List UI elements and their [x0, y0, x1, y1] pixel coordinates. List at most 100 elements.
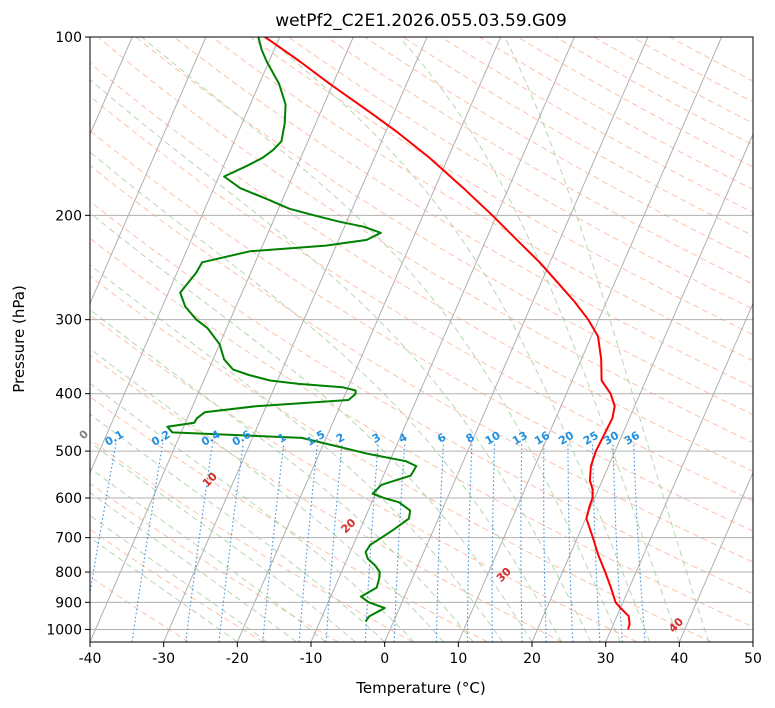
moist-adiabat-line	[90, 491, 297, 642]
x-tick-label: -10	[300, 651, 323, 667]
moist-adiabat-line	[90, 413, 386, 642]
isotherm-line	[90, 37, 354, 642]
dry-adiabat-line	[669, 37, 753, 82]
dry-adiabat-line	[249, 37, 753, 336]
dry-adiabat-line	[516, 37, 753, 168]
mixing-ratio-label: 25	[581, 429, 601, 448]
mixing-ratio-line	[393, 443, 406, 642]
moist-adiabat-line	[90, 467, 327, 642]
dry-adiabat-line	[97, 37, 753, 444]
moist-adiabat-line	[90, 309, 474, 642]
temperature-line	[264, 37, 631, 630]
moist-adiabat-line	[141, 37, 621, 642]
mixing-ratio-line	[466, 443, 473, 642]
isotherm-line	[457, 37, 723, 642]
mixing-ratio-label: 10	[483, 429, 503, 448]
isotherm-line	[678, 471, 753, 642]
moist-adiabat-line	[90, 514, 268, 642]
isotherm-line	[605, 302, 753, 642]
dry-adiabat-line	[90, 164, 753, 563]
y-tick-label: 400	[55, 387, 82, 403]
mixing-ratio-label: 8	[464, 431, 477, 446]
dry-adiabat-line	[90, 482, 339, 642]
mixing-ratio-line	[491, 443, 496, 642]
isotherm-line	[90, 37, 281, 474]
dry-adiabat-line	[90, 237, 753, 628]
mixing-ratio-line	[567, 443, 574, 642]
y-tick-label: 1000	[46, 622, 82, 638]
x-tick-label: -20	[226, 651, 249, 667]
y-tick-label: 700	[55, 531, 82, 547]
dewpoint-line	[166, 37, 418, 623]
mixing-ratio-label: 30	[601, 429, 621, 448]
dry-adiabat-line	[287, 37, 753, 310]
dry-adiabat-line	[478, 37, 753, 191]
dry-adiabat-label: 30	[494, 565, 514, 585]
moist-adiabat-line	[90, 382, 415, 642]
chart-title: wetPf2_C2E1.2026.055.03.59.G09	[275, 11, 567, 31]
dry-adiabat-line	[363, 37, 753, 261]
dry-adiabat-line	[325, 37, 753, 285]
y-tick-label: 600	[55, 491, 82, 507]
x-tick-label: 0	[380, 651, 389, 667]
dry-adiabat-label: 10	[200, 470, 220, 490]
y-tick-label: 800	[55, 565, 82, 581]
dry-adiabat-line	[90, 129, 753, 532]
y-axis-label: Pressure (hPa)	[10, 285, 28, 393]
background-lines	[0, 37, 753, 642]
moist-adiabat-line	[90, 264, 503, 642]
moist-adiabat-line	[504, 37, 710, 642]
isotherm-line	[163, 37, 428, 642]
dry-adiabat-line	[592, 37, 753, 124]
mixing-ratio-line	[325, 443, 343, 642]
mixing-ratio-label: 0.6	[230, 428, 254, 449]
dry-adiabat-line	[90, 200, 753, 595]
x-tick-label: 40	[670, 651, 688, 667]
axes: -40 -30 -20 -10 0 10 20 30 40 5010020030040050060…	[46, 30, 762, 667]
isotherm-line	[531, 132, 753, 642]
mixing-ratio-line	[262, 443, 285, 642]
profile-lines	[166, 37, 631, 630]
mixing-ratio-line	[90, 443, 117, 596]
moist-adiabat-line	[90, 151, 562, 642]
mixing-ratio-label: 0.1	[103, 428, 126, 449]
x-tick-label: -30	[152, 651, 175, 667]
x-tick-label: 50	[744, 651, 762, 667]
isotherm-line	[0, 37, 59, 642]
x-tick-label: 30	[597, 651, 615, 667]
moist-adiabat-line	[90, 212, 533, 642]
dry-adiabat-line	[135, 37, 753, 416]
dry-adiabat-line	[90, 62, 753, 472]
y-tick-label: 100	[55, 30, 82, 46]
mixing-ratio-label: 0.2	[149, 428, 172, 449]
mixing-ratio-line	[218, 443, 244, 642]
mixing-ratio-line	[131, 443, 164, 642]
x-tick-label: 10	[449, 651, 467, 667]
isotherm-line	[752, 640, 753, 642]
isotherm-line	[236, 37, 502, 642]
isotherm-line	[384, 37, 649, 642]
x-axis-label: Temperature (°C)	[355, 679, 485, 697]
moist-adiabat-line	[90, 441, 356, 642]
mixing-ratio-line	[543, 443, 547, 642]
y-tick-label: 900	[55, 595, 82, 611]
mixing-ratio-label: 13	[510, 429, 530, 448]
x-tick-label: 20	[523, 651, 541, 667]
mixing-ratio-label: 1.5	[304, 428, 327, 449]
isotherm-line	[90, 37, 207, 305]
dry-adiabat-line	[90, 528, 264, 642]
mixing-ratio-line	[520, 443, 523, 642]
mixing-ratio-label: 3	[370, 431, 383, 446]
y-tick-label: 300	[55, 313, 82, 329]
mixing-ratio-line	[298, 443, 319, 642]
dry-adiabat-line	[90, 314, 638, 642]
dry-adiabat-label: 0	[77, 427, 92, 442]
dry-adiabat-line	[440, 37, 753, 213]
isotherm-line	[310, 37, 575, 642]
moist-adiabat-line	[90, 536, 238, 642]
mixing-ratio-line	[364, 443, 379, 642]
x-tick-label: -40	[79, 651, 102, 667]
dry-adiabat-line	[90, 275, 712, 642]
mixing-ratio-label: 20	[556, 429, 576, 448]
mixing-ratio-line	[612, 443, 623, 642]
